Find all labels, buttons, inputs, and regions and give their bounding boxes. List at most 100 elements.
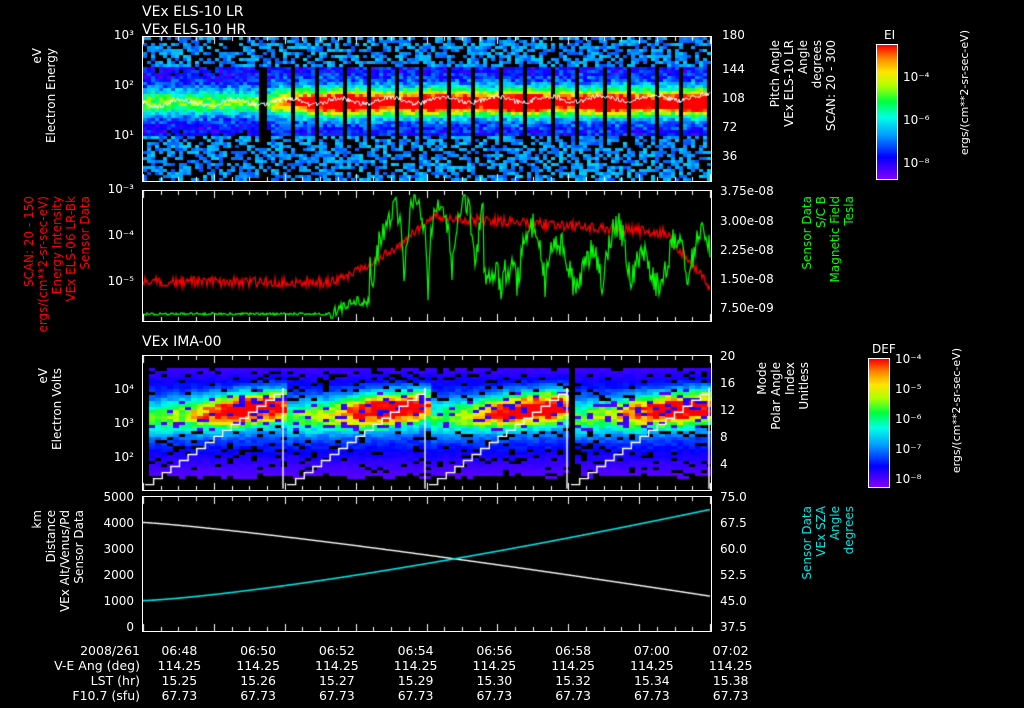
panel3-right-tick-3: 8 — [720, 430, 728, 444]
panel1-colorbar — [876, 44, 898, 180]
lst-cell-1: 15.26 — [240, 673, 277, 688]
time-cell-7: 07:02 — [712, 643, 749, 658]
panel3-colorbar — [868, 358, 890, 488]
panel1-right-tick-1: 144 — [722, 62, 745, 76]
f107-cell-4: 67.73 — [476, 688, 513, 703]
panel4-ytick-5: 0 — [126, 620, 134, 634]
time-cell-2: 06:52 — [318, 643, 355, 658]
lst-cell-7: 15.38 — [712, 673, 749, 688]
ve-ang-cell-3: 114.25 — [393, 658, 438, 673]
panel1-title-lr: VEx ELS-10 LR — [142, 4, 244, 20]
panel3-ytick-2: 10² — [113, 450, 134, 464]
panel2-ytick-2: 10⁻⁵ — [107, 274, 134, 288]
row-label-lst: LST (hr) — [90, 673, 140, 688]
panel4-ytick-1: 4000 — [103, 516, 134, 530]
time-cell-0: 06:48 — [161, 643, 198, 658]
panel2-canvas — [143, 191, 711, 321]
panel2-ytick-0: 10⁻³ — [107, 182, 134, 196]
panel4-ytick-0: 5000 — [103, 490, 134, 504]
table-row-f107: F10.7 (sfu) 67.73 67.73 67.73 67.73 67.7… — [10, 688, 770, 703]
panel3-right-tick-2: 12 — [720, 403, 736, 417]
panel3-right-tick-4: 4 — [720, 457, 728, 471]
lst-cell-6: 15.34 — [633, 673, 670, 688]
lst-cell-2: 15.27 — [318, 673, 355, 688]
panel3-colorbar-title: DEF — [872, 342, 896, 356]
panel4-ytick-4: 1000 — [103, 594, 134, 608]
panel3-colorbar-canvas — [869, 359, 889, 487]
f107-cell-6: 67.73 — [633, 688, 670, 703]
panel4-canvas — [143, 497, 711, 631]
f107-cell-0: 67.73 — [161, 688, 198, 703]
panel3-canvas — [143, 356, 711, 490]
panel1-right-tick-2: 108 — [722, 91, 745, 105]
panel1-title-hr: VEx ELS-10 HR — [142, 22, 247, 38]
lst-cell-4: 15.30 — [476, 673, 513, 688]
panel3-right-tick-1: 16 — [720, 376, 736, 390]
panel1-spectrogram — [142, 36, 712, 182]
ve-ang-cell-7: 114.25 — [708, 658, 753, 673]
panel1-canvas — [143, 37, 711, 181]
panel2-right-tick-3: 1.50e-08 — [720, 272, 774, 286]
table-row-ve-ang: V-E Ang (deg) 114.25 114.25 114.25 114.2… — [10, 658, 770, 673]
panel3-colorbar-units: ergs/(cm**2-sr-sec-eV) — [950, 348, 963, 474]
panel4-ytick-3: 2000 — [103, 568, 134, 582]
panel3-colorbar-tick-0: 10⁻⁴ — [895, 352, 922, 366]
panel4-ytick-2: 3000 — [103, 542, 134, 556]
panel1-ytick-1: 10² — [113, 78, 134, 92]
panel2-line-plot — [142, 190, 712, 322]
panel2-right-axis-label: Sensor Data S/C B Magnetic Field Tesla — [800, 196, 856, 283]
panel4-right-tick-1: 67.5 — [720, 516, 747, 530]
table-row-date: 2008/261 06:48 06:50 06:52 06:54 06:56 0… — [10, 643, 770, 658]
panel4-right-tick-3: 52.5 — [720, 568, 747, 582]
panel4-right-tick-4: 45.0 — [720, 594, 747, 608]
panel3-colorbar-tick-3: 10⁻⁷ — [895, 442, 922, 456]
time-cell-5: 06:58 — [555, 643, 592, 658]
panel2-right-tick-2: 2.25e-08 — [720, 243, 774, 257]
panel1-colorbar-tick-2: 10⁻⁸ — [903, 156, 930, 170]
panel3-title: VEx IMA-00 — [142, 334, 222, 350]
panel3-ytick-0: 10⁴ — [113, 382, 134, 396]
panel2-right-tick-0: 3.75e-08 — [720, 184, 774, 198]
ve-ang-cell-4: 114.25 — [472, 658, 517, 673]
f107-cell-3: 67.73 — [397, 688, 434, 703]
f107-cell-1: 67.73 — [240, 688, 277, 703]
row-label-f107: F10.7 (sfu) — [72, 688, 140, 703]
panel2-right-tick-1: 3.00e-08 — [720, 214, 774, 228]
panel3-right-tick-0: 20 — [720, 349, 736, 363]
panel4-right-tick-5: 37.5 — [720, 620, 747, 634]
panel2-left-axis-label: Sensor Data VEx ELS-06 LR-Bk Energy Inte… — [22, 196, 92, 333]
panel1-right-axis-label: Pitch Angle VEx ELS-10 LR Angle degrees … — [768, 40, 838, 132]
panel1-ytick-0: 10³ — [113, 28, 134, 42]
panel1-right-tick-3: 72 — [722, 120, 738, 134]
panel1-colorbar-tick-1: 10⁻⁶ — [903, 113, 930, 127]
lst-cell-3: 15.29 — [397, 673, 434, 688]
ve-ang-cell-0: 114.25 — [157, 658, 202, 673]
time-cell-1: 06:50 — [240, 643, 277, 658]
row-label-date: 2008/261 — [80, 643, 140, 658]
panel3-left-axis-label: Electron Volts eV — [36, 368, 64, 450]
lst-cell-5: 15.32 — [555, 673, 592, 688]
panel4-right-tick-2: 60.0 — [720, 542, 747, 556]
bottom-parameter-table: 2008/261 06:48 06:50 06:52 06:54 06:56 0… — [10, 643, 770, 703]
panel3-right-axis-label: Mode Polar Angle Index Unitless — [755, 362, 811, 430]
time-cell-6: 07:00 — [633, 643, 670, 658]
panel3-colorbar-tick-1: 10⁻⁵ — [895, 382, 922, 396]
f107-cell-7: 67.73 — [712, 688, 749, 703]
ve-ang-cell-5: 114.25 — [551, 658, 595, 673]
panel4-line-plot — [142, 496, 712, 632]
panel1-left-axis-label: Electron Energy eV — [30, 48, 58, 144]
panel4-right-tick-0: 75.0 — [720, 490, 747, 504]
panel3-colorbar-tick-4: 10⁻⁸ — [895, 472, 922, 486]
panel1-colorbar-units: ergs/(cm**2-sr-sec-eV) — [958, 30, 971, 156]
panel1-colorbar-tick-0: 10⁻⁴ — [903, 70, 930, 84]
panel2-right-tick-4: 7.50e-09 — [720, 301, 774, 315]
panel1-right-tick-4: 36 — [722, 149, 738, 163]
f107-cell-2: 67.73 — [318, 688, 355, 703]
panel2-ytick-1: 10⁻⁴ — [107, 228, 134, 242]
ve-ang-cell-1: 114.25 — [236, 658, 280, 673]
lst-cell-0: 15.25 — [161, 673, 198, 688]
row-label-ve-ang: V-E Ang (deg) — [54, 658, 140, 673]
panel1-colorbar-title: EI — [884, 28, 896, 42]
f107-cell-5: 67.73 — [555, 688, 592, 703]
